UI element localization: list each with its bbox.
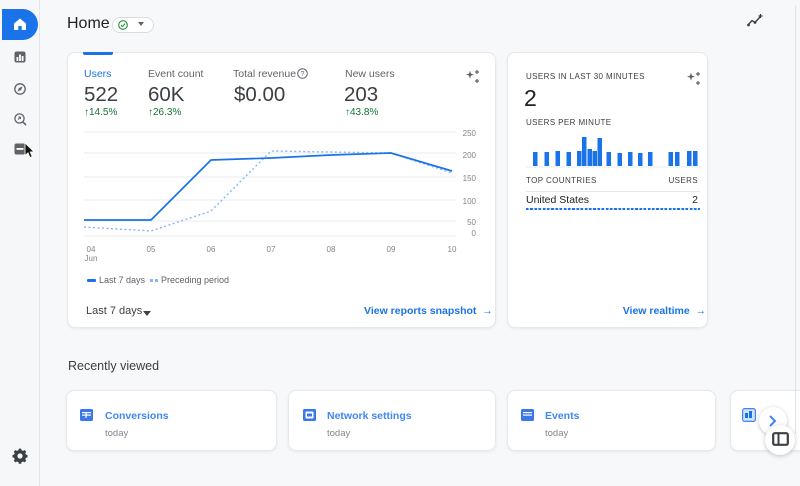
svg-text:06: 06 <box>207 245 216 254</box>
svg-text:50: 50 <box>467 218 476 227</box>
svg-text:200: 200 <box>463 151 477 160</box>
svg-text:04: 04 <box>87 245 96 254</box>
svg-text:250: 250 <box>463 129 477 138</box>
svg-text:?: ? <box>301 71 305 78</box>
svg-text:0: 0 <box>472 229 477 238</box>
svg-text:100: 100 <box>463 197 477 206</box>
svg-text:10: 10 <box>448 245 457 254</box>
svg-text:09: 09 <box>387 245 396 254</box>
svg-text:150: 150 <box>463 174 477 183</box>
svg-text:08: 08 <box>327 245 336 254</box>
svg-text:Jun: Jun <box>85 254 98 261</box>
svg-text:05: 05 <box>147 245 156 254</box>
svg-text:07: 07 <box>267 245 276 254</box>
